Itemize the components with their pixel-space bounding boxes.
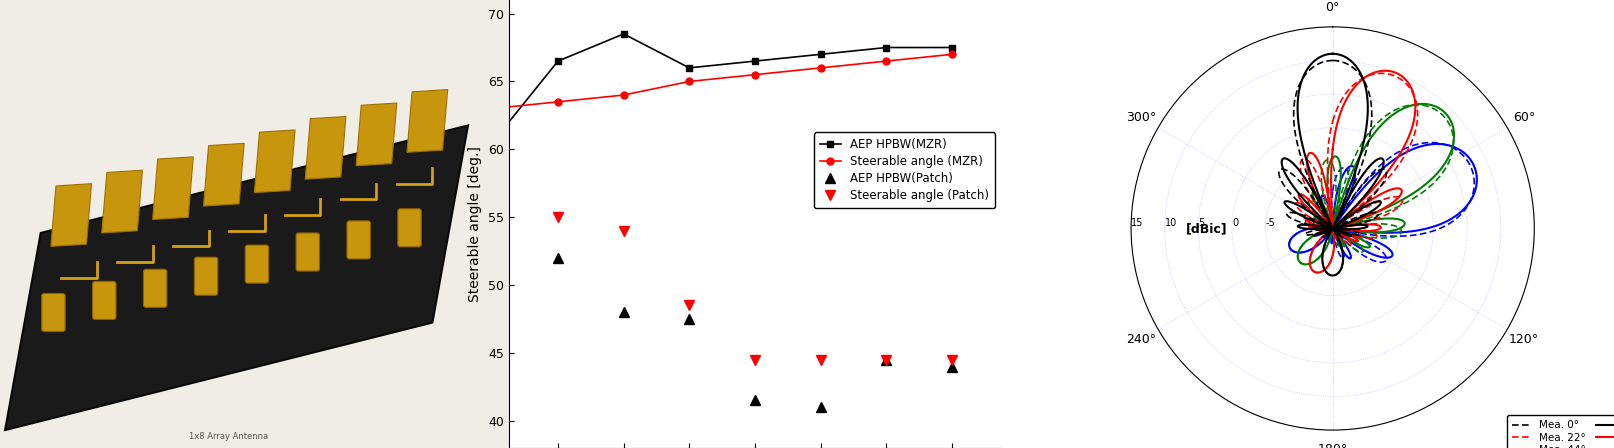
AEP HPBW(MZR) (613, 31, 633, 37)
Steerable angle (MZR) (810, 65, 830, 71)
AEP HPBW(Patch) (547, 255, 567, 261)
Steerable angle (MZR) (744, 72, 763, 78)
Steerable angle (Patch) (744, 357, 763, 362)
Steerable angle (MZR) (876, 58, 896, 64)
AEP HPBW(MZR) (744, 58, 763, 64)
Line: AEP HPBW(MZR): AEP HPBW(MZR) (489, 30, 955, 146)
Steerable angle (MZR) (613, 92, 633, 98)
FancyBboxPatch shape (194, 257, 218, 295)
AEP HPBW(MZR) (941, 45, 960, 50)
Polygon shape (102, 170, 142, 233)
Steerable angle (MZR) (547, 99, 567, 104)
Legend: Mea. 0°, Mea. 22°, Mea. 44°, Mea. 66°, Sim 0°, Sim 22°, Sim 44°, Sim 66°: Mea. 0°, Mea. 22°, Mea. 44°, Mea. 66°, S… (1506, 415, 1614, 448)
Steerable angle (Patch) (876, 357, 896, 362)
AEP HPBW(Patch) (483, 228, 502, 233)
Polygon shape (305, 116, 345, 179)
AEP HPBW(Patch) (941, 364, 960, 369)
AEP HPBW(Patch) (876, 357, 896, 362)
AEP HPBW(Patch) (810, 405, 830, 410)
Steerable angle (MZR) (679, 79, 699, 84)
Line: Steerable angle (Patch): Steerable angle (Patch) (487, 185, 957, 365)
AEP HPBW(Patch) (613, 310, 633, 315)
Y-axis label: Steerable angle [deg.]: Steerable angle [deg.] (468, 146, 483, 302)
AEP HPBW(Patch) (679, 316, 699, 322)
Legend: AEP HPBW(MZR), Steerable angle (MZR), AEP HPBW(Patch), Steerable angle (Patch): AEP HPBW(MZR), Steerable angle (MZR), AE… (813, 132, 994, 208)
AEP HPBW(MZR) (810, 52, 830, 57)
Polygon shape (355, 103, 397, 166)
AEP HPBW(MZR) (547, 58, 567, 64)
Steerable angle (Patch) (941, 357, 960, 362)
FancyBboxPatch shape (245, 245, 268, 283)
FancyBboxPatch shape (144, 269, 166, 307)
FancyBboxPatch shape (397, 209, 421, 247)
AEP HPBW(MZR) (679, 65, 699, 71)
Steerable angle (Patch) (613, 228, 633, 233)
Steerable angle (MZR) (483, 106, 502, 111)
Text: 1x8 Array Antenna: 1x8 Array Antenna (189, 432, 268, 441)
Polygon shape (407, 90, 447, 152)
Polygon shape (5, 125, 468, 430)
FancyBboxPatch shape (92, 281, 116, 319)
FancyBboxPatch shape (42, 293, 65, 332)
Polygon shape (203, 143, 244, 206)
Steerable angle (Patch) (810, 357, 830, 362)
Steerable angle (Patch) (679, 303, 699, 308)
AEP HPBW(MZR) (876, 45, 896, 50)
Line: AEP HPBW(Patch): AEP HPBW(Patch) (487, 226, 957, 412)
FancyBboxPatch shape (347, 221, 370, 259)
Steerable angle (Patch) (547, 215, 567, 220)
Line: Steerable angle (MZR): Steerable angle (MZR) (489, 51, 955, 112)
AEP HPBW(MZR) (483, 140, 502, 145)
Steerable angle (Patch) (483, 187, 502, 193)
Text: [dBic]: [dBic] (1186, 222, 1227, 235)
Steerable angle (MZR) (941, 52, 960, 57)
AEP HPBW(Patch) (744, 398, 763, 403)
Polygon shape (52, 184, 92, 246)
FancyBboxPatch shape (295, 233, 320, 271)
Polygon shape (255, 130, 295, 193)
Polygon shape (152, 157, 194, 220)
